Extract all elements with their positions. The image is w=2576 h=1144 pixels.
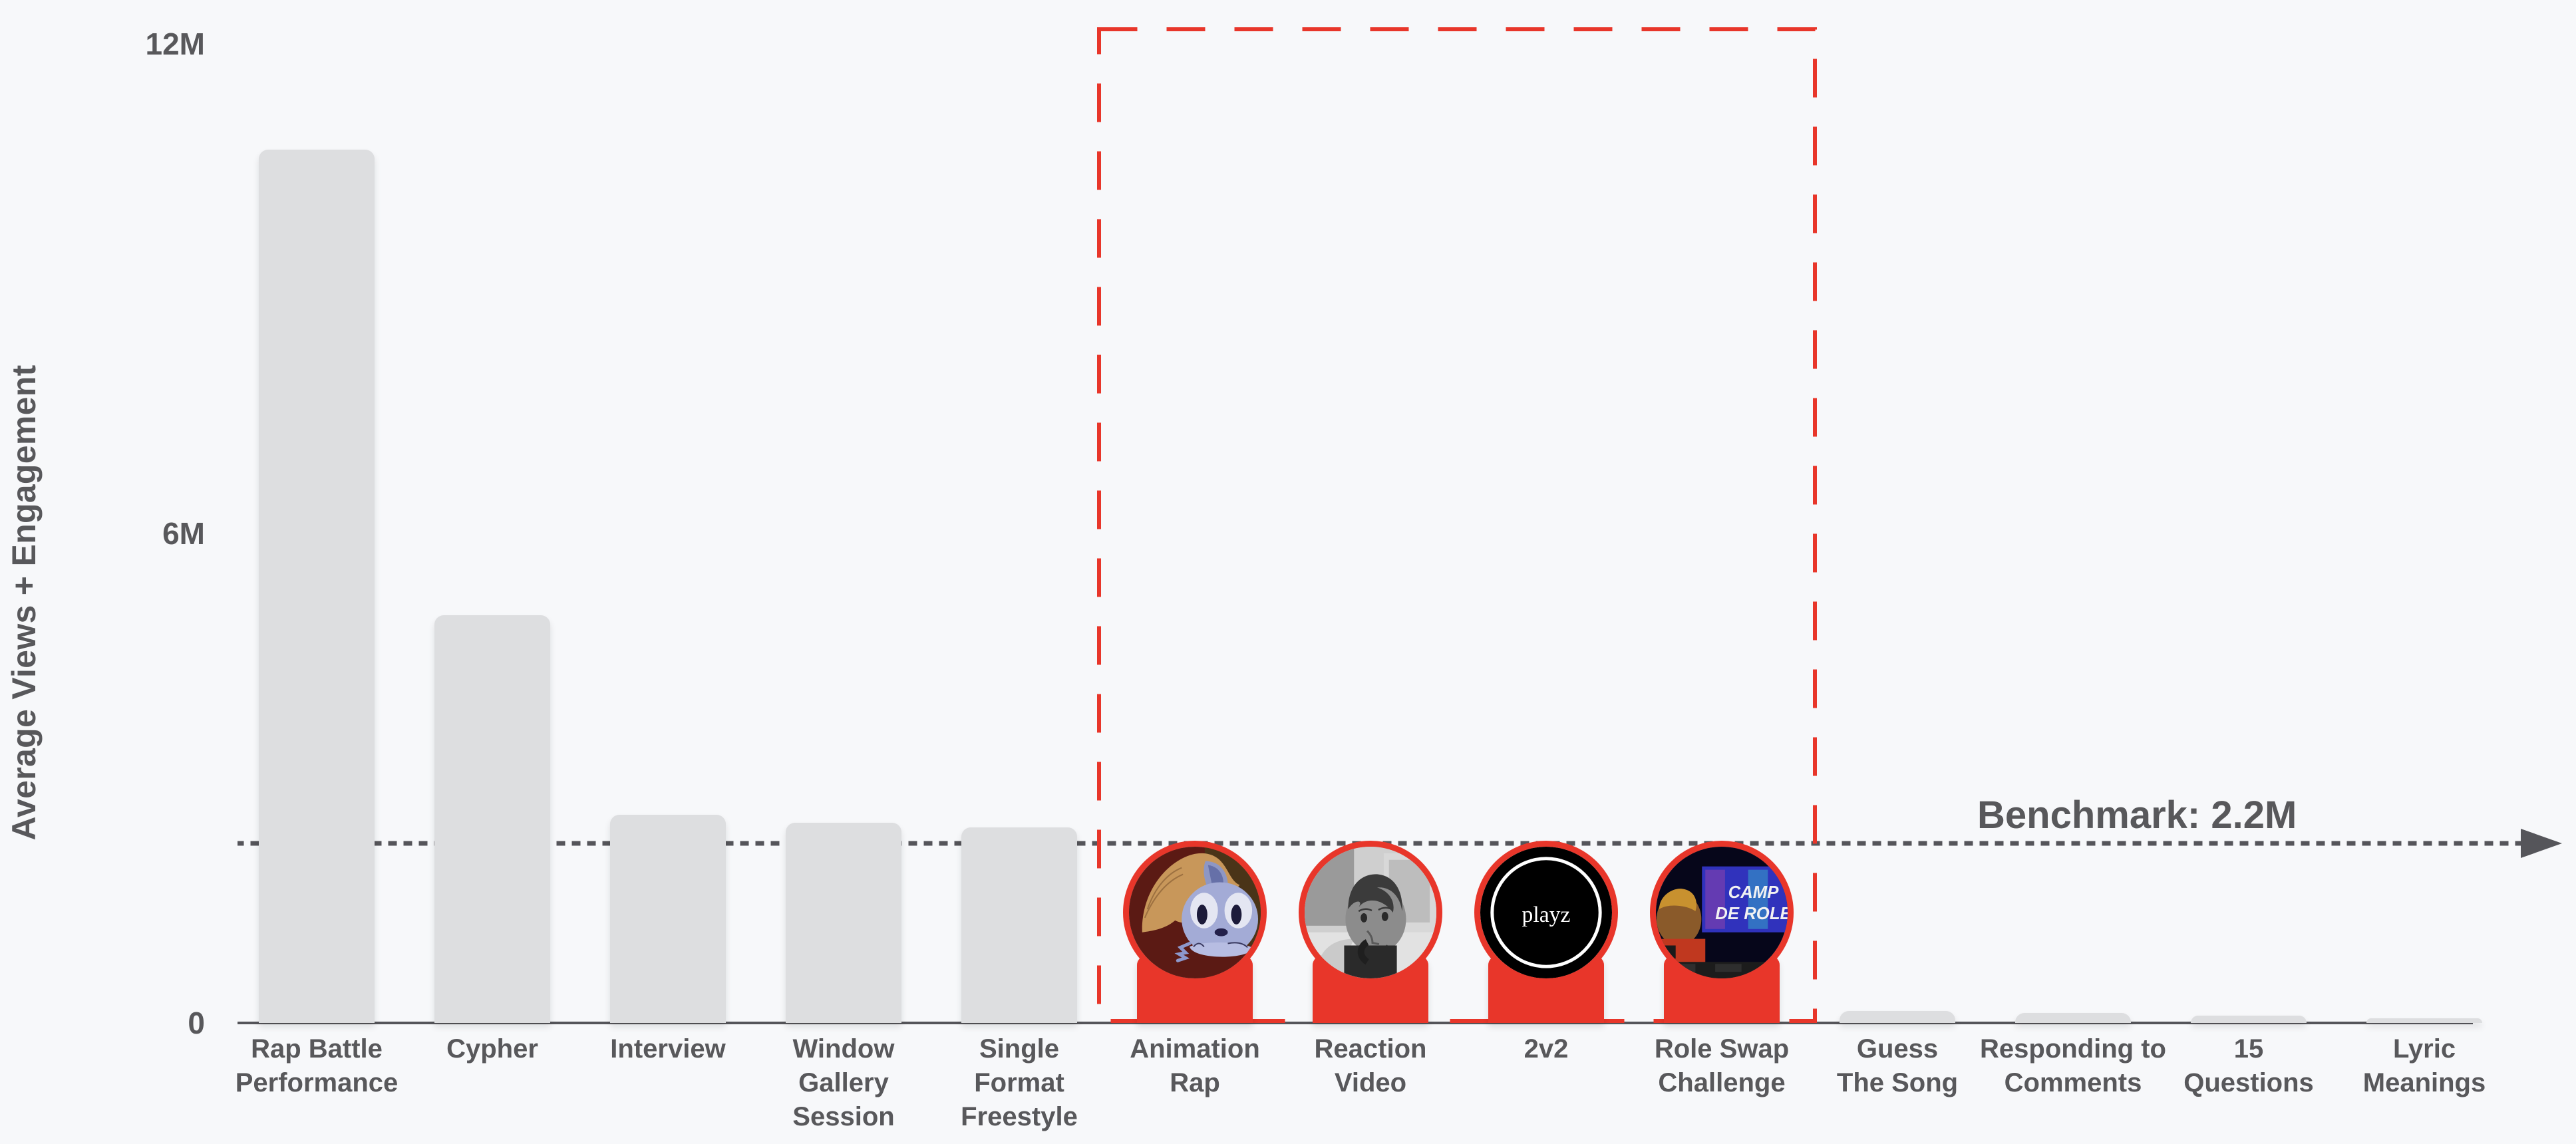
svg-text:DE ROLE: DE ROLE [1715, 905, 1788, 923]
svg-text:playz: playz [1522, 903, 1571, 927]
svg-text:CAMP: CAMP [1728, 884, 1780, 903]
